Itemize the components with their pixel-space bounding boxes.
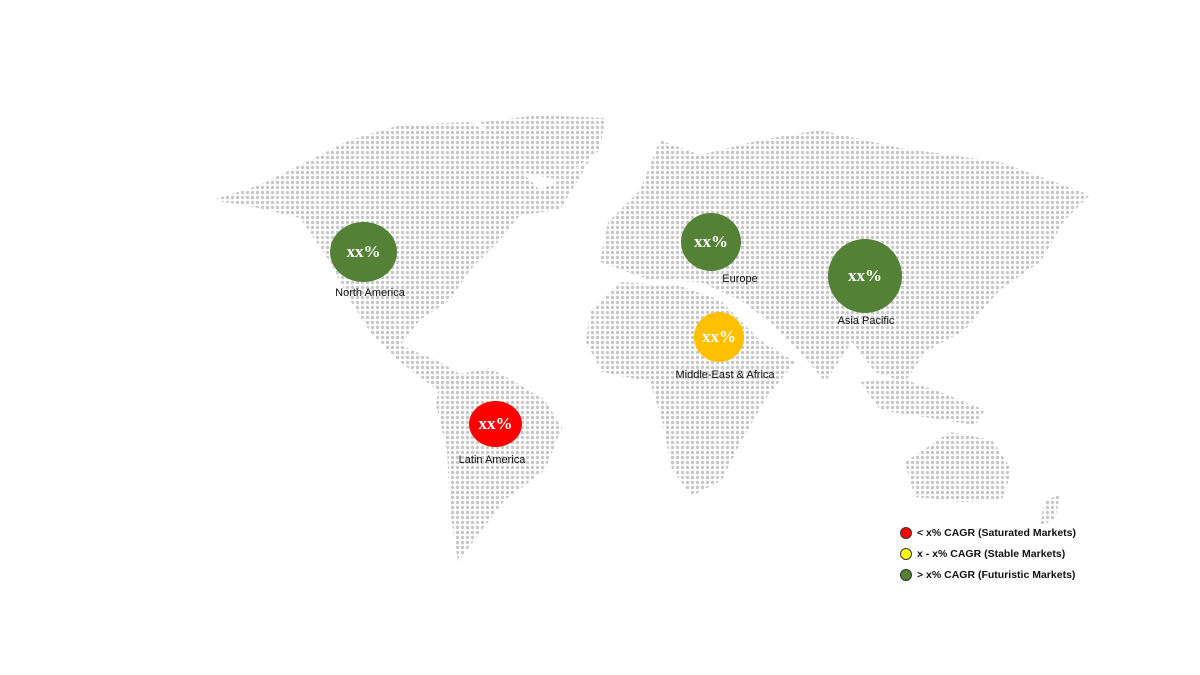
greenland-landmass [480, 115, 605, 180]
southeast-asia-islands [860, 378, 985, 425]
green-dot-icon [900, 568, 912, 581]
middle-east-africa-bubble: xx% [694, 312, 744, 362]
yellow-dot-icon [900, 547, 912, 560]
legend-item-futuristic: > x% CAGR (Futuristic Markets) [900, 564, 1076, 585]
north-america-label: North America [335, 287, 405, 299]
europe-bubble: xx% [681, 213, 741, 271]
europe-value: xx% [694, 232, 728, 251]
north-america-bubble: xx% [330, 222, 397, 282]
red-dot-icon [900, 526, 912, 539]
legend-item-saturated: < x% CAGR (Saturated Markets) [900, 522, 1076, 543]
middle-east-africa-value: xx% [702, 327, 736, 346]
legend-label: x - x% CAGR (Stable Markets) [917, 547, 1066, 560]
north-america-landmass [212, 122, 590, 392]
legend-item-stable: x - x% CAGR (Stable Markets) [900, 543, 1076, 564]
europe-label: Europe [722, 273, 758, 285]
asia-pacific-value: xx% [848, 266, 882, 285]
north-america-value: xx% [346, 242, 381, 261]
asia-pacific-bubble: xx% [828, 239, 902, 313]
south-america-landmass [436, 368, 562, 562]
latin-america-value: xx% [478, 414, 513, 433]
new-zealand-landmass [1040, 495, 1060, 525]
latin-america-bubble: xx% [469, 401, 522, 447]
legend: < x% CAGR (Saturated Markets) x - x% CAG… [900, 522, 1076, 585]
middle-east-africa-label: Middle-East & Africa [675, 369, 775, 381]
legend-label: > x% CAGR (Futuristic Markets) [917, 568, 1076, 581]
australia-landmass [905, 432, 1012, 502]
latin-america-label: Latin America [458, 454, 526, 466]
asia-pacific-label: Asia Pacific [837, 315, 895, 327]
legend-label: < x% CAGR (Saturated Markets) [917, 526, 1077, 539]
